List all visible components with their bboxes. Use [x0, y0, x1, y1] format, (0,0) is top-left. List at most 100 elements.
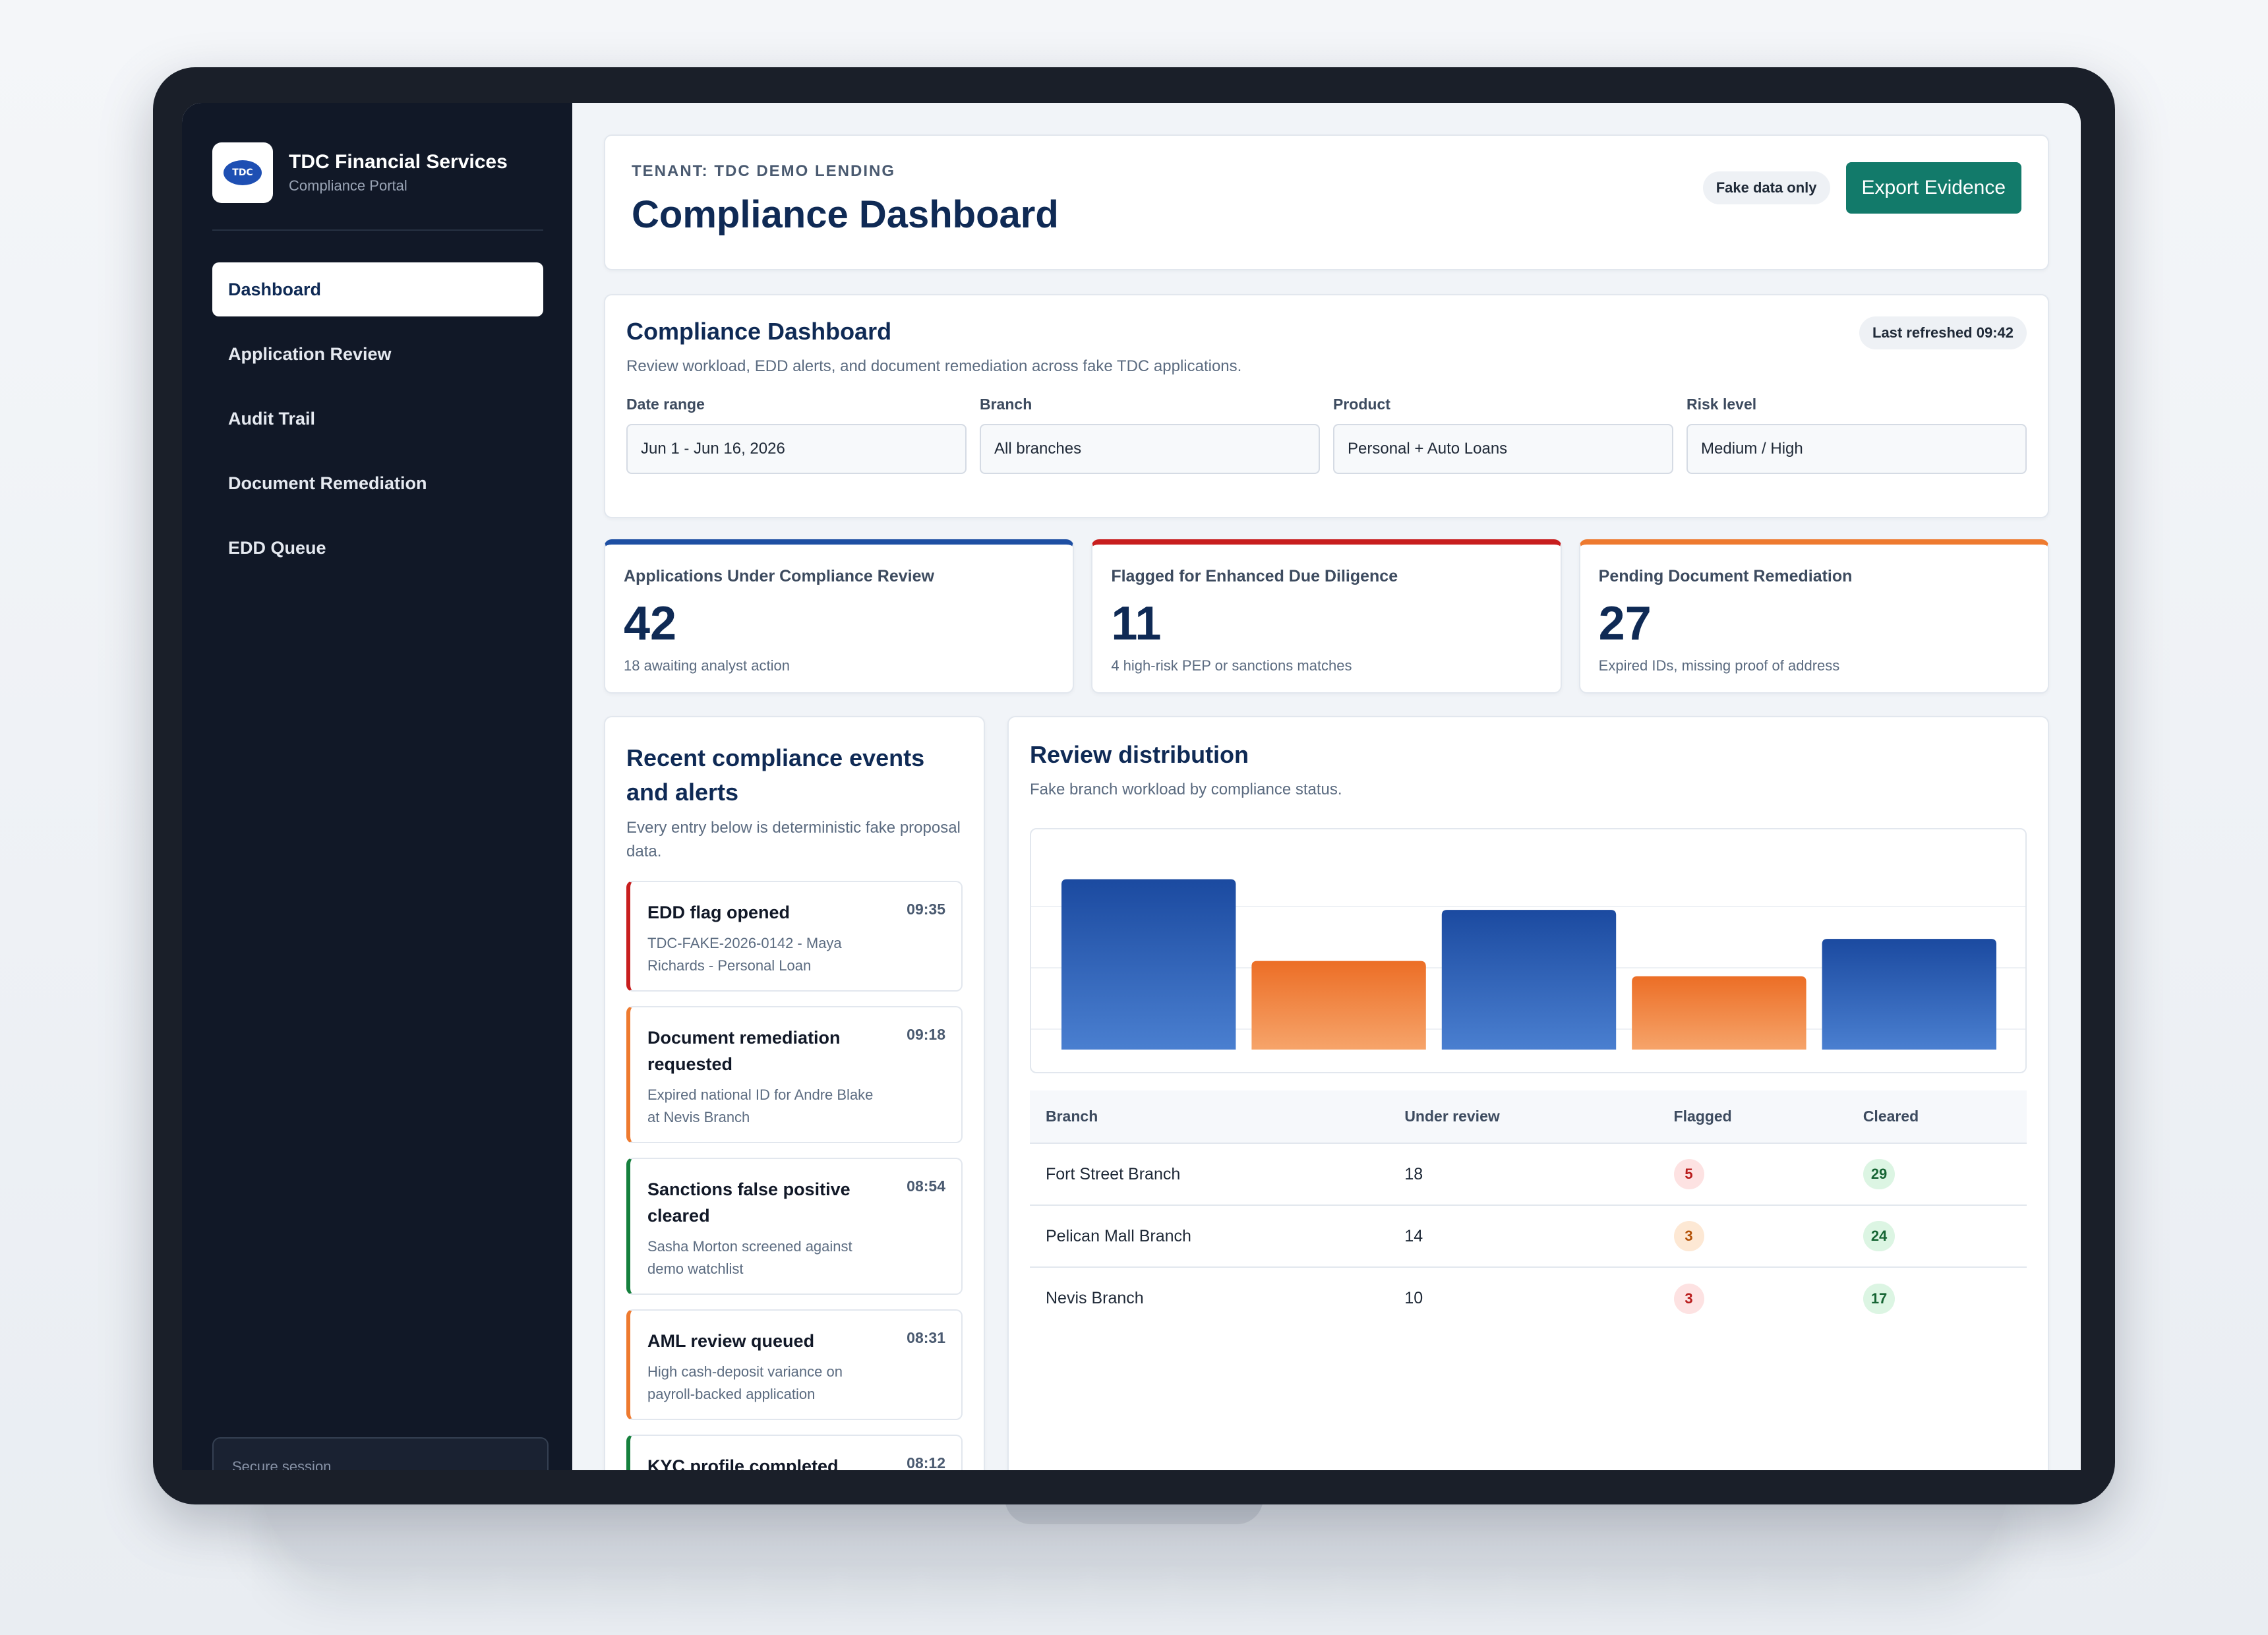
- flagged-count-badge: 3: [1673, 1283, 1704, 1314]
- cleared-count-badge: 17: [1863, 1283, 1895, 1314]
- flagged-cell: 3: [1658, 1267, 1847, 1329]
- cleared-count-badge: 29: [1863, 1159, 1895, 1189]
- kpi-note: Expired IDs, missing proof of address: [1598, 657, 1840, 674]
- under-review-cell: 14: [1388, 1205, 1658, 1268]
- flagged-count-badge: 5: [1673, 1159, 1704, 1189]
- kpi-label: Applications Under Compliance Review: [624, 567, 934, 585]
- filter-label: Risk level: [1686, 396, 1757, 413]
- chart-bar[interactable]: [1251, 961, 1426, 1050]
- event-title: KYC profile completed: [647, 1456, 839, 1470]
- table-row[interactable]: Fort Street Branch 18 5 29: [1030, 1143, 2027, 1206]
- event-detail: High cash-deposit variance on payroll-ba…: [647, 1363, 843, 1402]
- under-review-cell: 18: [1388, 1143, 1658, 1206]
- page-title: Compliance Dashboard: [632, 193, 1059, 236]
- kpi-label: Pending Document Remediation: [1598, 567, 1853, 585]
- branch-cell: Pelican Mall Branch: [1030, 1205, 1389, 1268]
- cleared-count-badge: 24: [1863, 1221, 1895, 1251]
- chart-svg: [1031, 879, 2025, 1050]
- review-distribution-chart: [1030, 828, 2027, 1073]
- under-review-cell: 10: [1404, 1289, 1423, 1307]
- brand-name: TDC Financial Services: [289, 151, 508, 173]
- events-title: Recent compliance events and alerts: [626, 744, 925, 806]
- event-item[interactable]: Sanctions false positive cleared 08:54 S…: [626, 1158, 963, 1295]
- tenant-label: TENANT: TDC DEMO LENDING: [632, 162, 895, 180]
- chart-bar[interactable]: [1441, 910, 1617, 1050]
- fake-data-badge: Fake data only: [1702, 171, 1830, 204]
- event-list: EDD flag opened 09:35 TDC-FAKE-2026-0142…: [626, 881, 963, 1470]
- distribution-title: Review distribution: [1030, 741, 1249, 768]
- filters-panel: Compliance Dashboard Review workload, ED…: [604, 294, 2049, 518]
- brand: TDC TDC Financial Services Compliance Po…: [212, 142, 543, 231]
- filters-title: Compliance Dashboard: [626, 318, 892, 345]
- filter-branch: Branch All branches: [980, 396, 1320, 474]
- event-title: EDD flag opened: [647, 903, 791, 922]
- kpi-note: 18 awaiting analyst action: [624, 657, 790, 674]
- column-header-cleared: Cleared: [1847, 1090, 2027, 1144]
- last-refreshed-badge: Last refreshed 09:42: [1859, 316, 2027, 349]
- filter-row: Date range Jun 1 - Jun 16, 2026 Branch A…: [626, 396, 2027, 474]
- chart-bar[interactable]: [1061, 879, 1236, 1050]
- column-header-under-review: Under review: [1388, 1090, 1658, 1144]
- date-range-select[interactable]: Jun 1 - Jun 16, 2026: [626, 424, 967, 474]
- sidebar-nav: Dashboard Application Review Audit Trail…: [212, 262, 543, 575]
- page-header: TENANT: TDC DEMO LENDING Compliance Dash…: [604, 134, 2049, 270]
- event-item[interactable]: KYC profile completed 08:12: [626, 1435, 963, 1470]
- filter-date-range: Date range Jun 1 - Jun 16, 2026: [626, 396, 967, 474]
- event-time: 09:35: [907, 901, 945, 918]
- flagged-count-badge: 3: [1673, 1221, 1704, 1251]
- event-detail: Expired national ID for Andre Blake at N…: [647, 1086, 874, 1125]
- branch-select[interactable]: All branches: [980, 424, 1320, 474]
- kpi-value: 11: [1111, 597, 1162, 650]
- events-panel: Recent compliance events and alerts Ever…: [604, 716, 985, 1470]
- event-title: AML review queued: [647, 1331, 815, 1351]
- filter-product: Product Personal + Auto Loans: [1333, 396, 1673, 474]
- cleared-cell: 24: [1847, 1205, 2027, 1268]
- cleared-cell: 17: [1847, 1267, 2027, 1329]
- kpi-under-review: Applications Under Compliance Review 42 …: [604, 539, 1075, 694]
- sidebar-item-document-remediation[interactable]: Document Remediation: [228, 473, 427, 493]
- filter-risk-level: Risk level Medium / High: [1686, 396, 2027, 474]
- event-time: 08:12: [907, 1454, 945, 1470]
- column-header-branch: Branch: [1030, 1090, 1389, 1144]
- distribution-subtitle: Fake branch workload by compliance statu…: [1030, 781, 1342, 798]
- table-row[interactable]: Nevis Branch 10 3 17: [1030, 1267, 2027, 1329]
- event-title: Sanctions false positive cleared: [647, 1179, 850, 1226]
- export-evidence-button[interactable]: Export Evidence: [1845, 162, 2021, 214]
- kpi-value: 27: [1598, 597, 1652, 650]
- sidebar-item-audit-trail[interactable]: Audit Trail: [228, 408, 316, 429]
- branch-cell: Fort Street Branch: [1030, 1143, 1389, 1206]
- secure-session-indicator: Secure session: [212, 1437, 549, 1470]
- app-window: TDC TDC Financial Services Compliance Po…: [182, 103, 2081, 1470]
- product-select[interactable]: Personal + Auto Loans: [1333, 424, 1673, 474]
- event-time: 09:18: [907, 1026, 945, 1043]
- chart-bar[interactable]: [1632, 976, 1806, 1050]
- branch-cell: Nevis Branch: [1046, 1289, 1144, 1307]
- event-item[interactable]: AML review queued 08:31 High cash-deposi…: [626, 1309, 963, 1420]
- filters-subtitle: Review workload, EDD alerts, and documen…: [626, 357, 1242, 375]
- event-title: Document remediation requested: [647, 1028, 841, 1074]
- event-detail: Sasha Morton screened against demo watch…: [647, 1238, 852, 1277]
- event-item[interactable]: EDD flag opened 09:35 TDC-FAKE-2026-0142…: [626, 881, 963, 992]
- filter-label: Branch: [980, 396, 1032, 413]
- event-time: 08:54: [907, 1177, 945, 1195]
- sidebar: TDC TDC Financial Services Compliance Po…: [182, 103, 572, 1470]
- main-content: TENANT: TDC DEMO LENDING Compliance Dash…: [572, 103, 2081, 1470]
- kpi-note: 4 high-risk PEP or sanctions matches: [1111, 657, 1352, 674]
- risk-level-select[interactable]: Medium / High: [1686, 424, 2027, 474]
- column-header-flagged: Flagged: [1657, 1090, 1847, 1144]
- kpi-pending-remediation: Pending Document Remediation 27 Expired …: [1578, 539, 2049, 694]
- sidebar-item-edd-queue[interactable]: EDD Queue: [228, 537, 326, 558]
- logo-mark: TDC: [224, 160, 262, 185]
- chart-bar[interactable]: [1822, 939, 1996, 1050]
- sidebar-item-application-review[interactable]: Application Review: [228, 343, 392, 364]
- kpi-label: Flagged for Enhanced Due Diligence: [1111, 567, 1398, 585]
- filter-label: Date range: [626, 396, 705, 413]
- flagged-cell: 5: [1657, 1143, 1847, 1206]
- kpi-value: 42: [624, 597, 677, 650]
- brand-logo[interactable]: TDC: [212, 142, 273, 203]
- lower-row: Recent compliance events and alerts Ever…: [604, 716, 2049, 1470]
- table-row[interactable]: Pelican Mall Branch 14 3 24: [1030, 1205, 2027, 1268]
- event-item[interactable]: Document remediation requested 09:18 Exp…: [626, 1006, 963, 1143]
- branch-table: Branch Under review Flagged Cleared Fort…: [1030, 1090, 2027, 1329]
- sidebar-item-dashboard[interactable]: Dashboard: [212, 262, 543, 316]
